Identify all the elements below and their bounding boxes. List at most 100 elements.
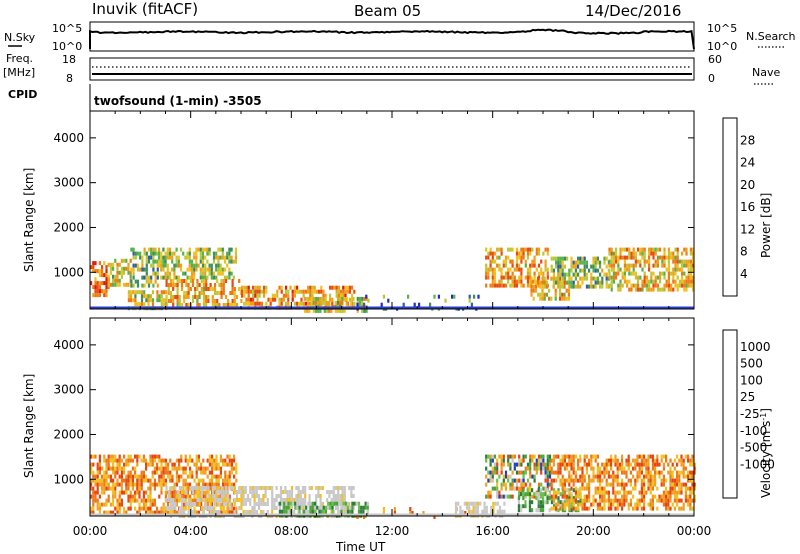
heatmap-cell [511, 279, 514, 284]
heatmap-cell [228, 267, 231, 272]
heatmap-cell [485, 474, 488, 479]
heatmap-cell [524, 259, 527, 264]
heatmap-cell [676, 259, 679, 264]
heatmap-cell [461, 509, 464, 514]
heatmap-cell [535, 462, 538, 467]
heatmap-cell [276, 293, 279, 298]
heatmap-cell [572, 496, 575, 501]
heatmap-cell [210, 267, 213, 272]
heatmap-cell [125, 458, 128, 463]
heatmap-cell [524, 247, 527, 252]
heatmap-cell [672, 267, 675, 272]
heatmap-cell [287, 289, 290, 294]
heatmap-cell [557, 276, 560, 281]
heatmap-cell [599, 284, 602, 289]
heatmap-cell [344, 289, 347, 294]
heatmap-cell [596, 260, 599, 265]
heatmap-cell [283, 509, 286, 514]
heatmap-cell [220, 279, 223, 283]
heatmap-cell [255, 510, 258, 514]
heatmap-cell [116, 506, 119, 511]
heatmap-cell [498, 247, 501, 252]
heatmap-cell [585, 466, 588, 471]
heatmap-cell [168, 275, 172, 280]
heatmap-cell [533, 271, 536, 276]
heatmap-cell [139, 255, 142, 260]
heatmap-cell [552, 470, 555, 475]
heatmap-cell [500, 470, 503, 475]
heatmap-cell [136, 482, 139, 487]
heatmap-cell [592, 498, 595, 503]
heatmap-cell [96, 502, 99, 507]
heatmap-cell [662, 494, 665, 499]
heatmap-cell [116, 478, 119, 483]
heatmap-cell [610, 283, 613, 288]
heatmap-cell [145, 506, 148, 511]
heatmap-cell [156, 454, 159, 459]
heatmap-cell [485, 505, 488, 510]
heatmap-cell [491, 466, 494, 471]
heatmap-cell [619, 287, 622, 292]
heatmap-cell [671, 470, 674, 475]
heatmap-cell [233, 287, 236, 291]
heatmap-cell [185, 486, 188, 490]
heatmap-cell [320, 501, 323, 506]
heatmap-cell [293, 293, 296, 298]
heatmap-cell [207, 486, 210, 490]
heatmap-cell [151, 302, 155, 307]
heatmap-cell [350, 300, 353, 305]
heatmap-cell [649, 490, 652, 495]
heatmap-cell [183, 279, 186, 283]
heatmap-cell [206, 482, 209, 487]
heatmap-cell [134, 506, 137, 511]
heatmap-cell [98, 269, 101, 274]
heatmap-cell [570, 504, 573, 509]
heatmap-cell [568, 284, 571, 289]
heatmap-cell [215, 251, 218, 256]
heatmap-cell [190, 259, 194, 264]
heatmap-cell [308, 502, 311, 506]
heatmap-cell [574, 498, 577, 503]
heatmap-cell [92, 269, 95, 274]
heatmap-cell [156, 275, 159, 280]
heatmap-cell [643, 458, 646, 463]
heatmap-cell [249, 510, 252, 514]
heatmap-cell [632, 247, 635, 252]
heatmap-cell [143, 290, 146, 295]
heatmap-cell [665, 255, 668, 260]
heatmap-cell [667, 263, 670, 268]
heatmap-cell [125, 474, 128, 479]
heatmap-cell [196, 299, 199, 303]
heatmap-cell [552, 272, 555, 277]
heatmap-cell [240, 486, 243, 490]
heatmap-cell [477, 294, 480, 299]
heatmap-cell [96, 478, 99, 483]
heatmap-cell [561, 474, 564, 479]
heatmap-cell [623, 255, 626, 260]
heatmap-cell [610, 251, 613, 256]
heatmap-cell [310, 300, 313, 305]
heatmap-cell [103, 474, 106, 479]
nave-label: Nave [752, 66, 780, 79]
heatmap-cell [94, 293, 97, 298]
heatmap-cell [127, 298, 130, 303]
heatmap-cell [572, 478, 575, 483]
heatmap-cell [332, 498, 335, 502]
heatmap-cell [641, 251, 644, 256]
heatmap-cell [652, 287, 655, 292]
heatmap-cell [579, 260, 582, 265]
heatmap-cell [186, 482, 189, 487]
heatmap-cell [204, 255, 207, 260]
heatmap-cell [235, 295, 239, 299]
heatmap-cell [557, 500, 560, 505]
heatmap-cell [676, 251, 679, 256]
cpid-text: twofsound (1-min) -3505 [94, 94, 262, 108]
heatmap-cell [251, 490, 254, 494]
heatmap-cell [107, 474, 110, 479]
heatmap-cell [175, 470, 178, 475]
heatmap-cell [581, 466, 584, 471]
heatmap-cell [647, 486, 650, 491]
heatmap-cell [568, 272, 571, 277]
heatmap-cell [647, 482, 650, 487]
heatmap-cell [112, 274, 115, 279]
